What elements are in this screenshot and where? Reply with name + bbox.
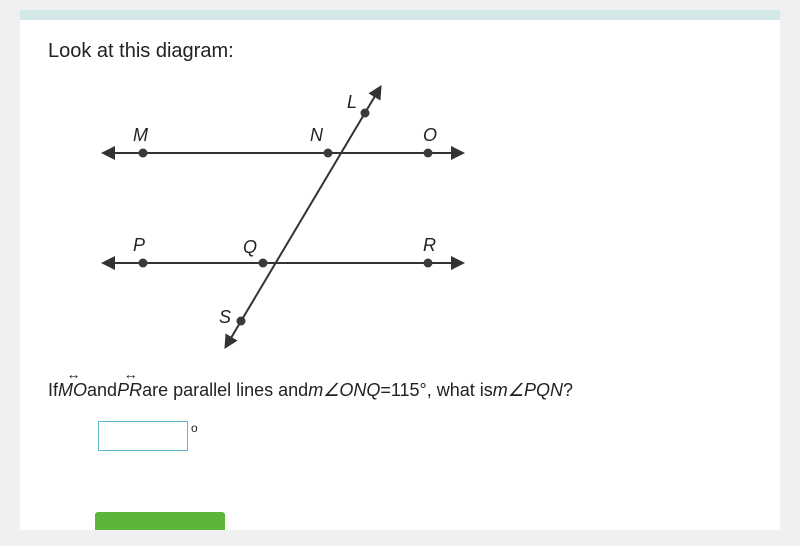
svg-text:P: P (133, 235, 145, 255)
answer-row: o (98, 421, 752, 451)
q-mid3: , what is (427, 380, 493, 401)
svg-text:S: S (219, 307, 231, 327)
line-pr: PR (117, 378, 142, 401)
svg-text:R: R (423, 235, 436, 255)
submit-button[interactable] (95, 512, 225, 530)
q-mid2: are parallel lines and (142, 380, 308, 401)
question-text: If MO and PR are parallel lines and m∠ O… (48, 378, 752, 401)
q-eq: = (380, 380, 391, 401)
q-prefix: If (48, 380, 58, 401)
svg-text:N: N (310, 125, 324, 145)
answer-input[interactable] (98, 421, 188, 451)
degree-symbol: o (191, 421, 198, 435)
svg-text:M: M (133, 125, 148, 145)
line-mo: MO (58, 378, 87, 401)
angle-prefix-1: m∠ (308, 380, 339, 401)
diagram-svg: L M N O P Q R S (88, 83, 508, 353)
geometry-diagram: L M N O P Q R S (88, 83, 508, 353)
angle-prefix-2: m∠ (493, 380, 524, 401)
svg-text:L: L (347, 92, 357, 112)
q-mid1: and (87, 380, 117, 401)
problem-panel: Look at this diagram: L M N O P Q R S If MO and… (20, 10, 780, 530)
q-suffix: ? (563, 380, 573, 401)
angle-pqn: PQN (524, 380, 563, 401)
given-value: 115° (391, 380, 427, 401)
prompt-text: Look at this diagram: (48, 40, 752, 63)
angle-onq: ONQ (339, 380, 380, 401)
svg-text:O: O (423, 125, 437, 145)
svg-text:Q: Q (243, 237, 257, 257)
